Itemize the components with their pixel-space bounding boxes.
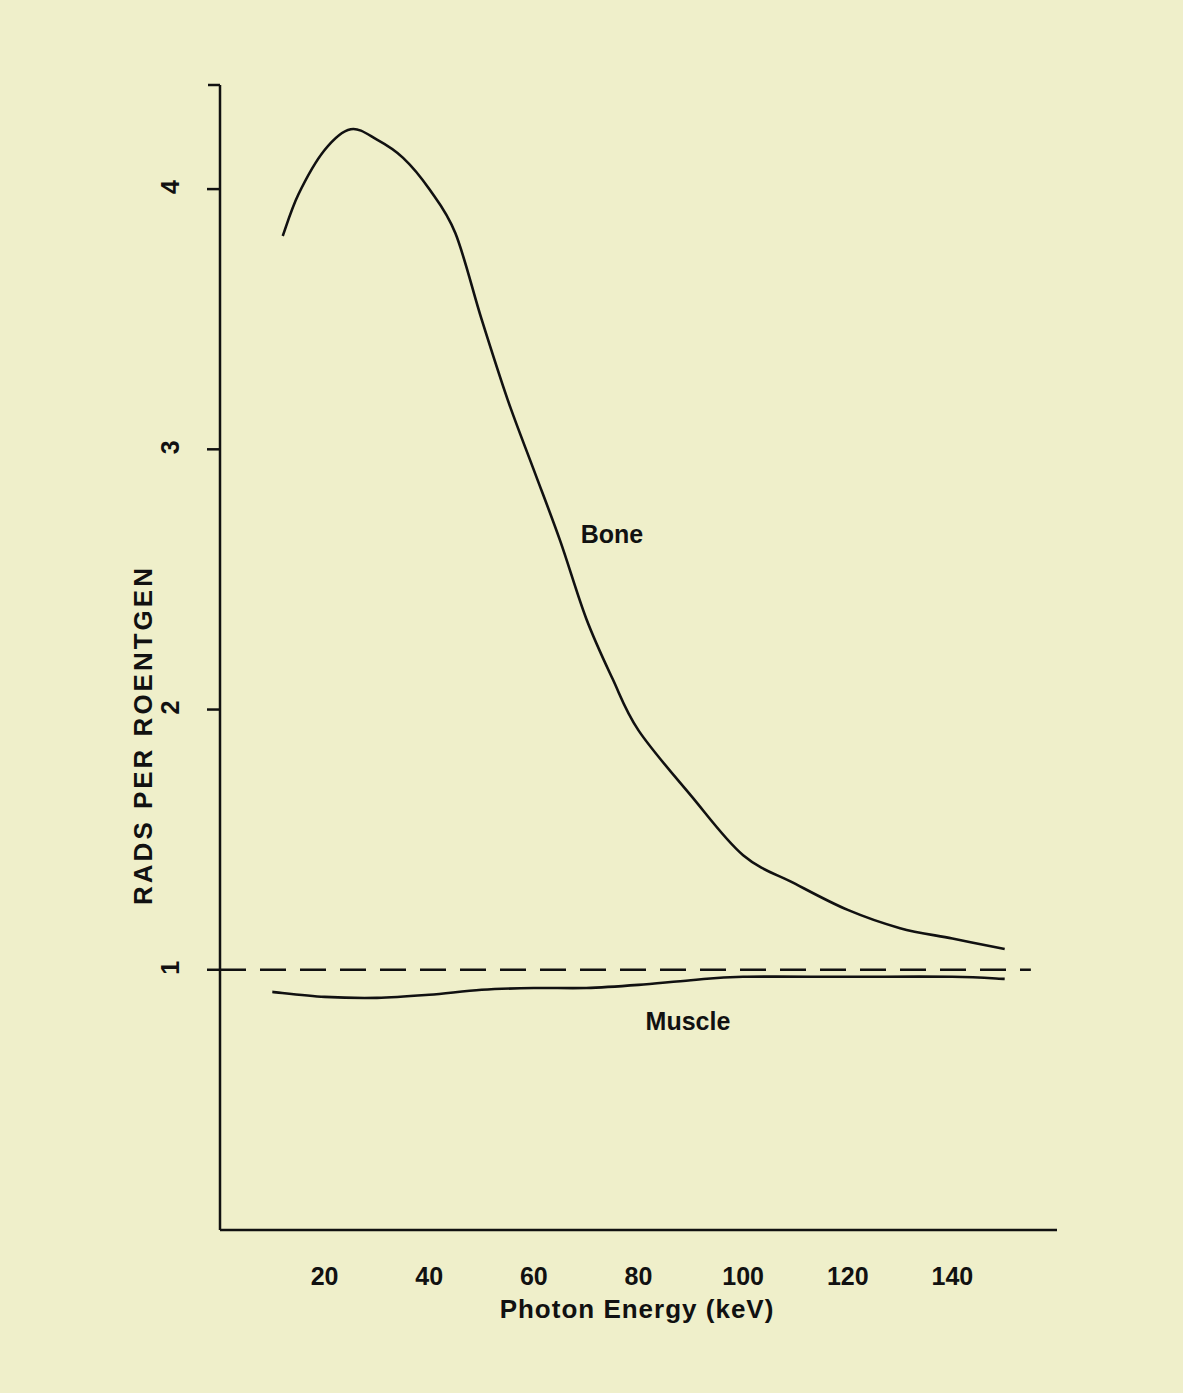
y-tick	[207, 188, 220, 191]
y-tick	[207, 708, 220, 711]
x-tick-label: 140	[932, 1262, 974, 1290]
x-axis	[220, 1229, 1057, 1232]
chart: 1 2 3 4 20 40 60 80 100 120 140 Photon Energy (keV)…	[0, 0, 1183, 1393]
y-axis-label: RADS PER ROENTGEN	[128, 565, 158, 905]
series-label: Bone	[581, 520, 644, 548]
y-axis	[219, 85, 222, 1230]
x-tick-label: 40	[415, 1262, 443, 1290]
reference-line	[220, 968, 1031, 971]
y-tick-label: 3	[156, 440, 184, 454]
x-tick-label: 80	[625, 1262, 653, 1290]
series-line	[283, 129, 1005, 949]
y-tick-label: 1	[156, 961, 184, 975]
y-tick	[207, 448, 220, 451]
plot-area	[220, 129, 1031, 998]
y-tick-label: 2	[156, 701, 184, 715]
x-tick-label: 20	[311, 1262, 339, 1290]
y-tick-label: 4	[156, 180, 184, 194]
axis-end	[208, 84, 220, 87]
series-line	[272, 977, 1004, 998]
x-tick-label: 60	[520, 1262, 548, 1290]
x-tick-label: 100	[722, 1262, 764, 1290]
series-label: Muscle	[646, 1007, 731, 1035]
x-axis-label: Photon Energy (keV)	[500, 1294, 775, 1324]
x-tick-label: 120	[827, 1262, 869, 1290]
y-tick	[207, 969, 220, 972]
background	[0, 0, 1183, 1393]
